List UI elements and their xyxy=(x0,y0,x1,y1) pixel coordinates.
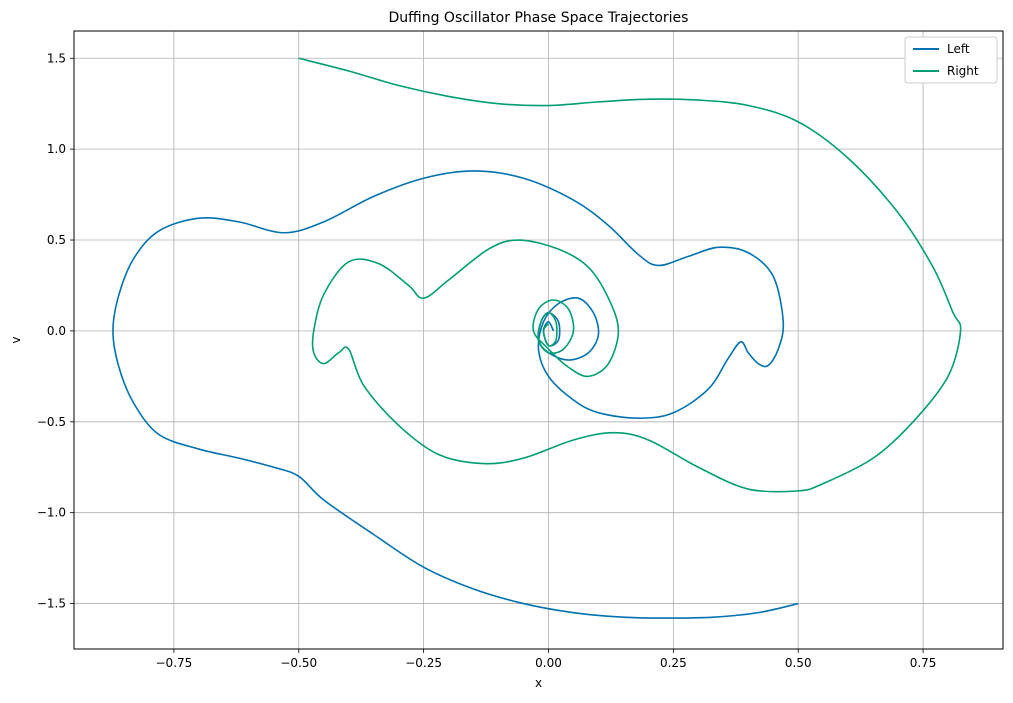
x-tick-label: −0.75 xyxy=(156,656,193,670)
x-tick-label: −0.50 xyxy=(280,656,317,670)
x-tick-label: 0.50 xyxy=(785,656,812,670)
y-tick-label: 0.5 xyxy=(47,233,66,247)
plot-frame xyxy=(73,30,1004,650)
legend-label-left: Left xyxy=(947,42,970,56)
x-tick-label: 0.00 xyxy=(535,656,562,670)
x-tick-label: 0.25 xyxy=(660,656,687,670)
y-tick-label: −0.5 xyxy=(37,415,66,429)
series-line-left xyxy=(112,170,799,619)
y-tick-label: −1.0 xyxy=(37,506,66,520)
legend-label-right: Right xyxy=(947,64,979,78)
chart-title: Duffing Oscillator Phase Space Trajector… xyxy=(389,10,689,26)
y-tick-label: 1.0 xyxy=(47,142,66,156)
x-tick-label: −0.25 xyxy=(405,656,442,670)
y-axis-label: v xyxy=(9,336,23,343)
x-tick-label: 0.75 xyxy=(910,656,937,670)
x-axis-label: x xyxy=(535,676,542,690)
y-tick-label: 0.0 xyxy=(47,324,66,338)
y-tick-label: 1.5 xyxy=(47,51,66,65)
legend: Left Right xyxy=(904,36,998,84)
y-tick-label: −1.5 xyxy=(37,597,66,611)
series-layer xyxy=(112,57,962,619)
series-line-right xyxy=(298,57,962,493)
ticks: −0.75 −0.50 −0.25 0.00 0.25 0.50 0.75 −1.5 −1.0 −… xyxy=(37,51,937,670)
